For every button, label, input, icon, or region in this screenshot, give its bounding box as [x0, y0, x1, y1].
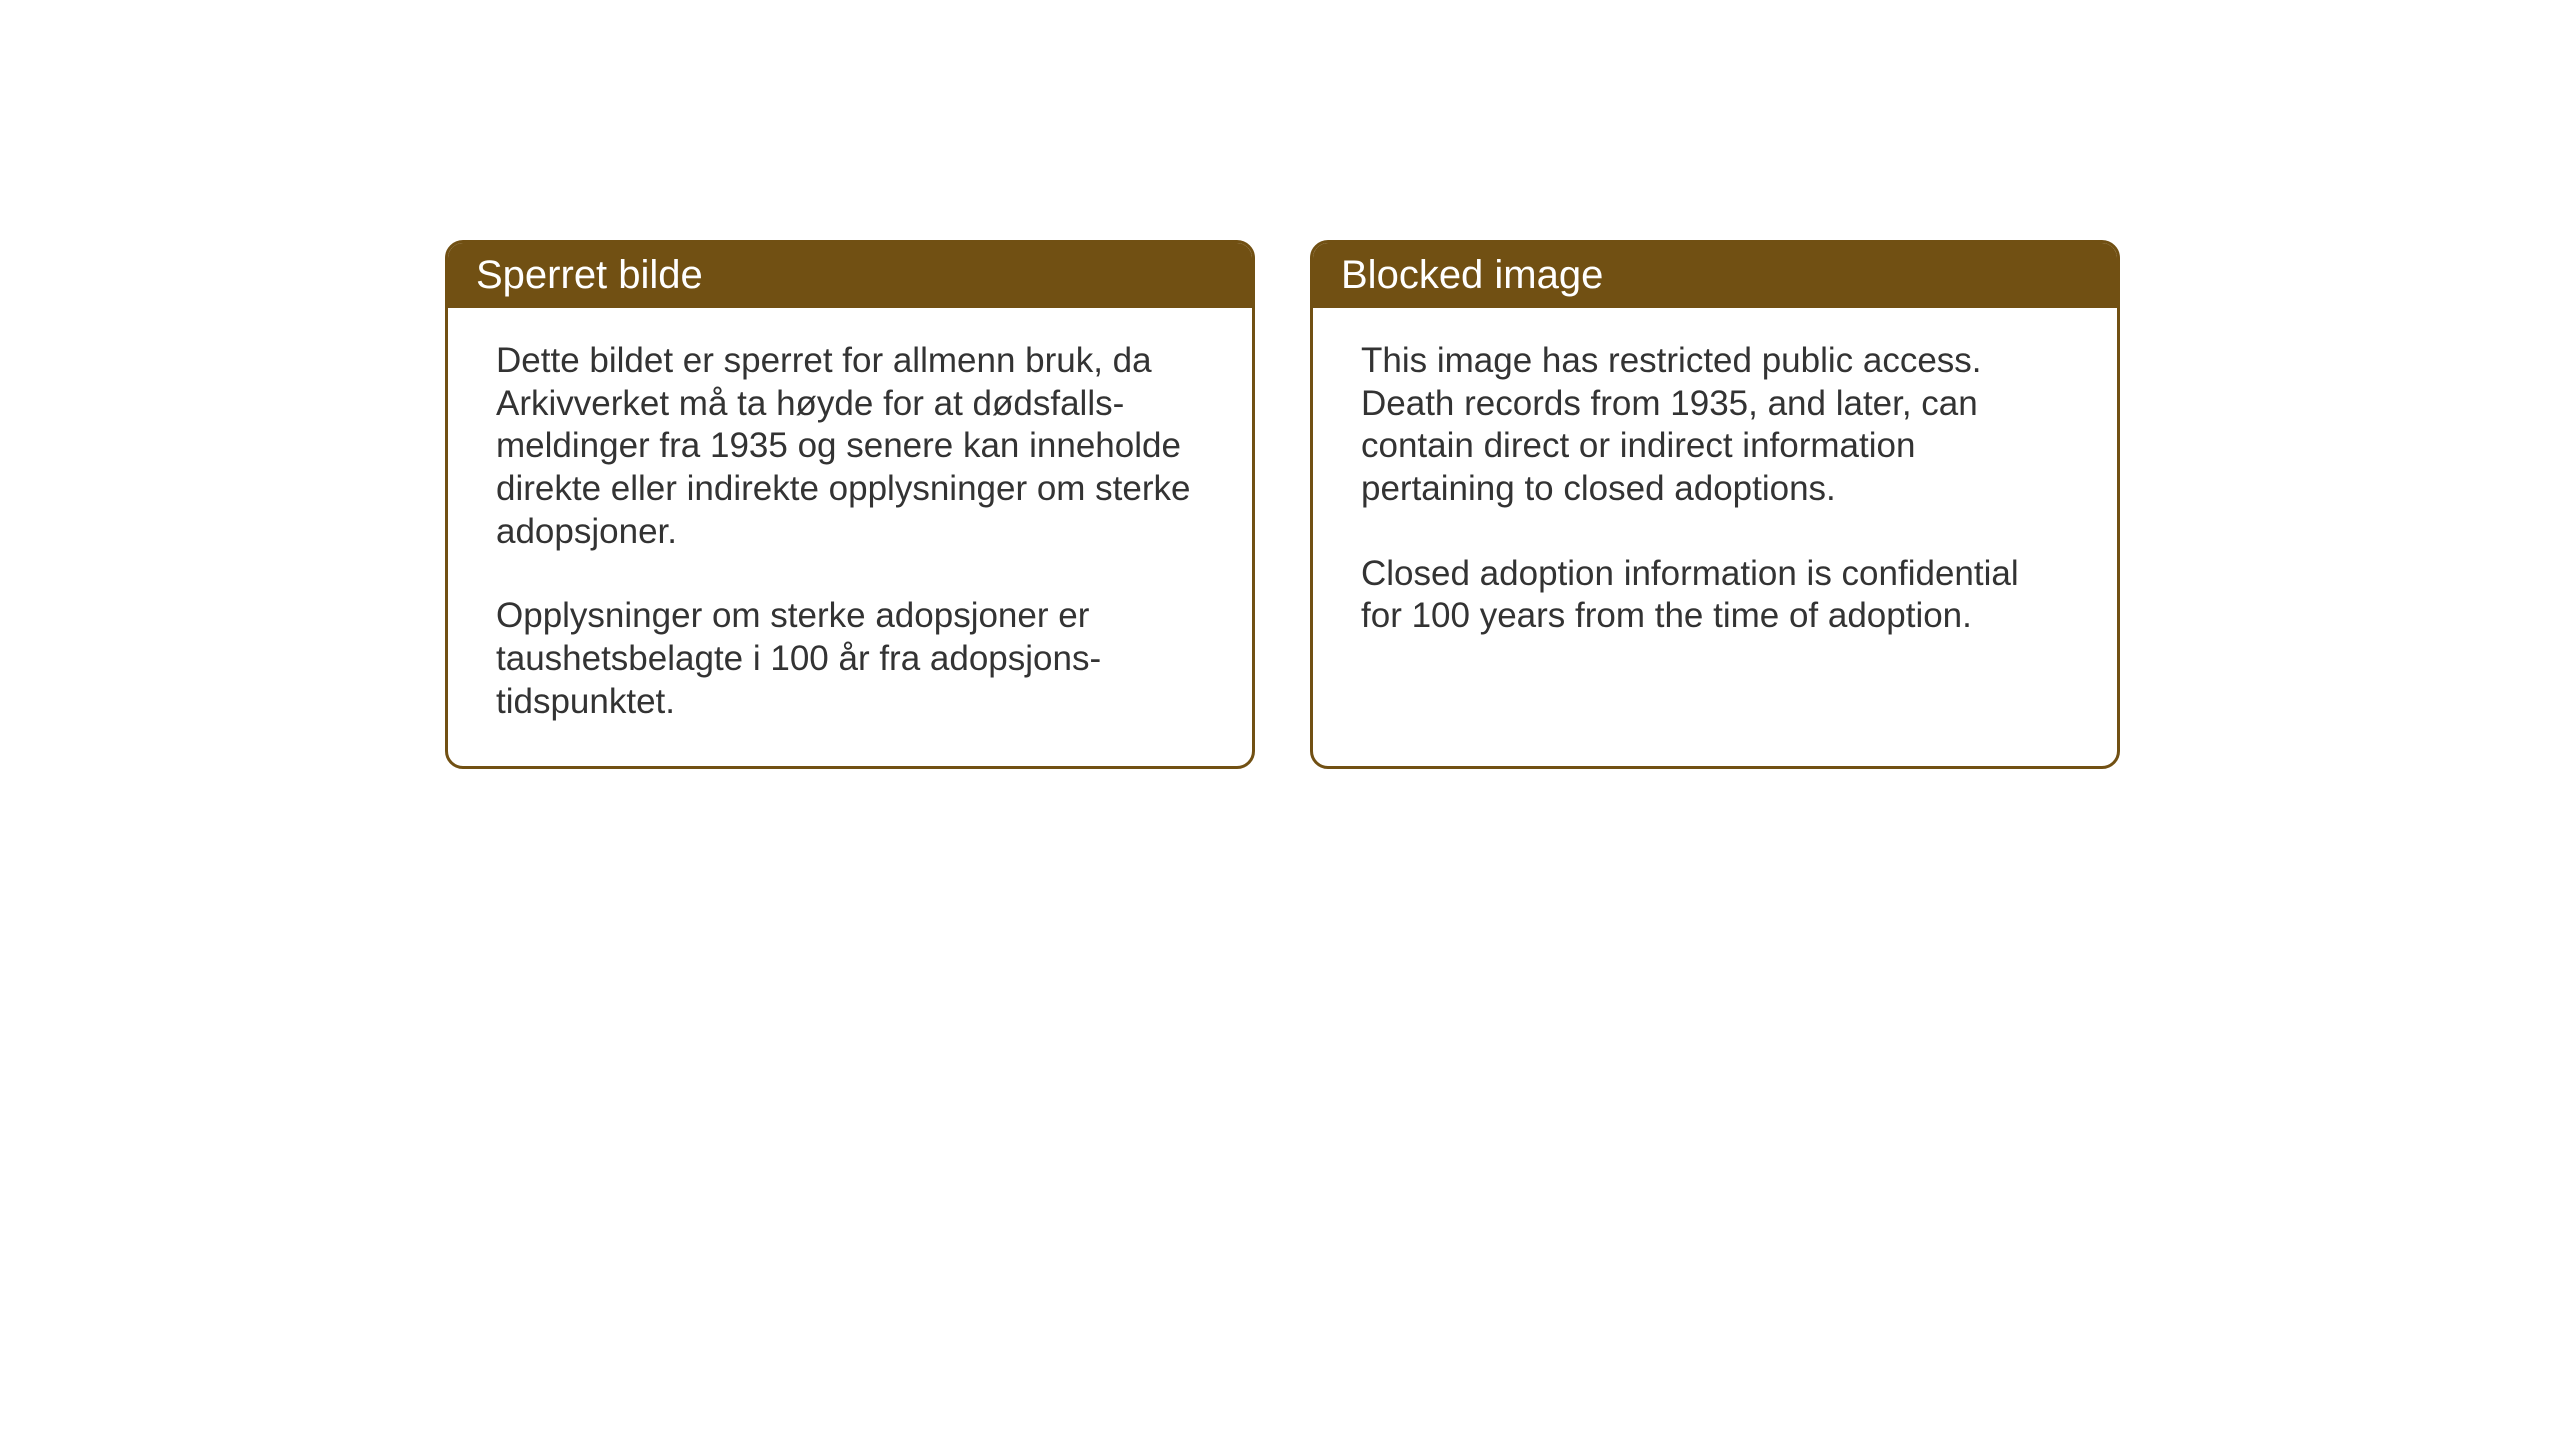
- notice-title-english: Blocked image: [1341, 253, 1603, 297]
- notice-paragraph-1-english: This image has restricted public access.…: [1361, 340, 2069, 511]
- notice-container: Sperret bilde Dette bildet er sperret fo…: [445, 240, 2120, 769]
- notice-body-english: This image has restricted public access.…: [1313, 308, 2117, 680]
- notice-card-norwegian: Sperret bilde Dette bildet er sperret fo…: [445, 240, 1255, 769]
- notice-paragraph-1-norwegian: Dette bildet er sperret for allmenn bruk…: [496, 340, 1204, 553]
- notice-body-norwegian: Dette bildet er sperret for allmenn bruk…: [448, 308, 1252, 766]
- notice-header-norwegian: Sperret bilde: [448, 243, 1252, 308]
- notice-paragraph-2-norwegian: Opplysninger om sterke adopsjoner er tau…: [496, 595, 1204, 723]
- notice-header-english: Blocked image: [1313, 243, 2117, 308]
- notice-title-norwegian: Sperret bilde: [476, 253, 703, 297]
- notice-card-english: Blocked image This image has restricted …: [1310, 240, 2120, 769]
- notice-paragraph-2-english: Closed adoption information is confident…: [1361, 553, 2069, 638]
